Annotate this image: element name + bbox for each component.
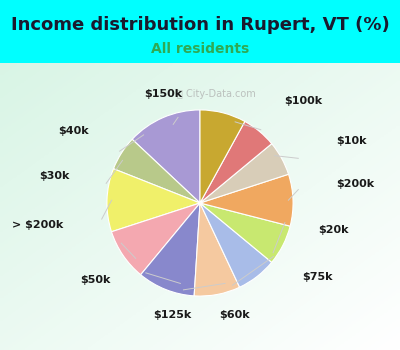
Wedge shape bbox=[141, 203, 200, 296]
Text: $200k: $200k bbox=[336, 180, 375, 189]
Wedge shape bbox=[200, 203, 290, 262]
Text: $40k: $40k bbox=[58, 126, 88, 136]
Wedge shape bbox=[114, 139, 200, 203]
Text: $125k: $125k bbox=[154, 310, 192, 320]
Wedge shape bbox=[200, 121, 272, 203]
Text: $50k: $50k bbox=[80, 275, 111, 285]
Text: ⓘ City-Data.com: ⓘ City-Data.com bbox=[177, 89, 256, 99]
Text: $75k: $75k bbox=[302, 272, 332, 282]
Text: $100k: $100k bbox=[284, 96, 322, 106]
Text: $30k: $30k bbox=[39, 171, 70, 181]
Wedge shape bbox=[112, 203, 200, 275]
Wedge shape bbox=[200, 174, 293, 226]
Text: > $200k: > $200k bbox=[12, 220, 64, 230]
Wedge shape bbox=[194, 203, 240, 296]
Text: $20k: $20k bbox=[318, 225, 348, 235]
Text: Income distribution in Rupert, VT (%): Income distribution in Rupert, VT (%) bbox=[11, 16, 389, 34]
Wedge shape bbox=[200, 144, 288, 203]
Text: All residents: All residents bbox=[151, 42, 249, 56]
Wedge shape bbox=[107, 169, 200, 232]
Wedge shape bbox=[200, 110, 245, 203]
Wedge shape bbox=[132, 110, 200, 203]
Text: $10k: $10k bbox=[336, 136, 367, 146]
Wedge shape bbox=[200, 203, 272, 287]
Text: $150k: $150k bbox=[144, 89, 182, 99]
Text: $60k: $60k bbox=[220, 310, 250, 320]
